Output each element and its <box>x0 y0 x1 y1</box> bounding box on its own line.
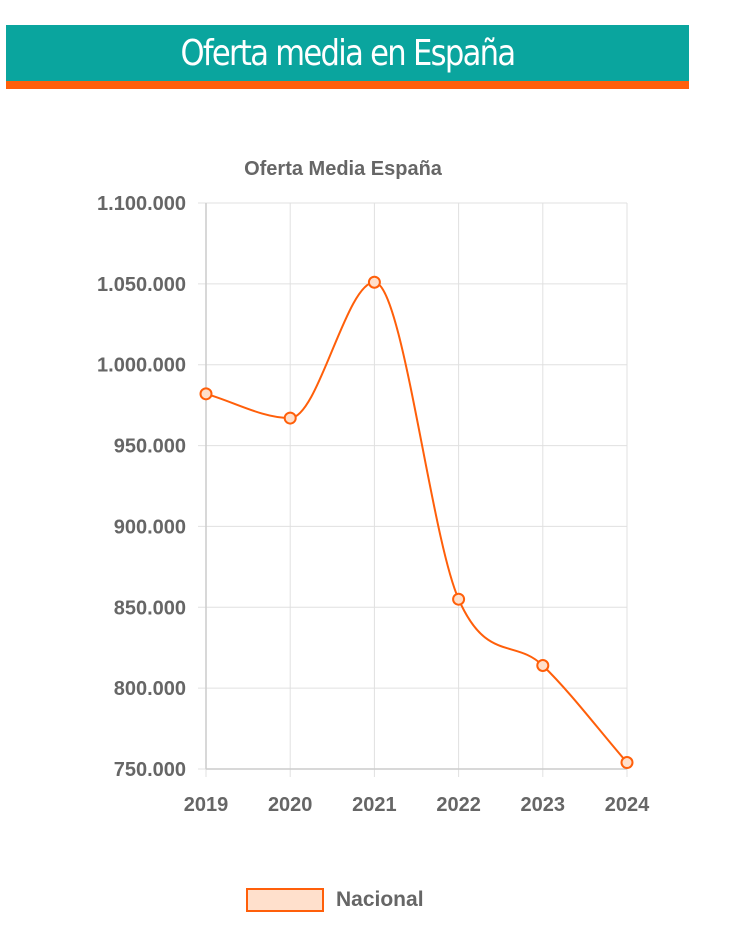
y-tick-label: 1.050.000 <box>97 274 186 296</box>
series-line-nacional <box>205 281 628 764</box>
y-tick-label: 1.000.000 <box>97 355 186 377</box>
x-tick-label: 2021 <box>352 794 397 816</box>
x-tick-label: 2023 <box>521 794 566 816</box>
data-point[interactable] <box>283 411 297 425</box>
legend-label-nacional[interactable]: Nacional <box>336 888 424 911</box>
data-point[interactable] <box>452 592 466 606</box>
y-tick-label: 800.000 <box>114 678 186 700</box>
header-banner: Oferta media en España <box>6 25 689 89</box>
data-point[interactable] <box>620 756 634 770</box>
data-point[interactable] <box>536 659 550 673</box>
x-tick-label: 2019 <box>184 794 229 816</box>
x-axis-ticks: 2019 2020 2021 2022 2023 2024 <box>184 794 650 816</box>
page-title: Oferta media en España <box>180 32 517 74</box>
line-chart: Oferta Media España 1.100.0001.050.0001.… <box>97 158 650 816</box>
y-axis-ticks: 1.100.000 1.050.000 1.000.000 950.000 900.00… <box>97 193 186 781</box>
x-tick-label: 2020 <box>268 794 313 816</box>
chart-legend[interactable]: Nacional <box>246 888 424 912</box>
data-point[interactable] <box>199 387 213 401</box>
x-tick-label: 2022 <box>436 794 481 816</box>
y-tick-label: 900.000 <box>114 516 186 538</box>
y-tick-label: 950.000 <box>114 436 186 458</box>
legend-swatch[interactable] <box>246 888 324 912</box>
chart-grid <box>198 202 628 777</box>
y-tick-label: 1.100.000 <box>97 193 186 215</box>
y-tick-label: 750.000 <box>114 759 186 781</box>
y-tick-label: 850.000 <box>114 597 186 619</box>
chart-series <box>199 275 634 770</box>
x-tick-label: 2024 <box>605 794 650 816</box>
chart-title: Oferta Media España <box>244 158 443 180</box>
data-point[interactable] <box>367 275 381 289</box>
